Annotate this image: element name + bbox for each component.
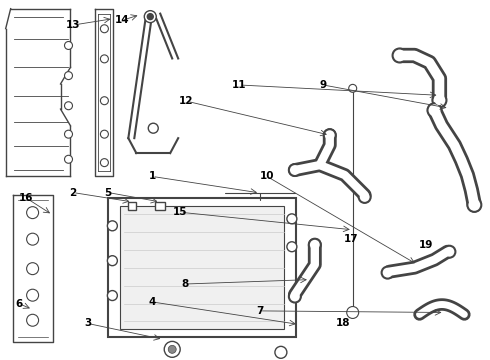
Circle shape — [26, 233, 39, 245]
Text: 16: 16 — [19, 193, 33, 203]
Circle shape — [107, 221, 118, 231]
Circle shape — [148, 123, 158, 133]
Circle shape — [26, 207, 39, 219]
Text: 5: 5 — [104, 188, 112, 198]
Circle shape — [287, 214, 297, 224]
Text: 14: 14 — [115, 15, 129, 26]
Text: 15: 15 — [173, 207, 188, 217]
Circle shape — [100, 130, 108, 138]
Bar — [121, 206, 284, 329]
Circle shape — [26, 289, 39, 301]
Circle shape — [107, 291, 118, 301]
Circle shape — [324, 129, 336, 141]
Circle shape — [65, 41, 73, 49]
Circle shape — [107, 256, 118, 266]
Bar — [108, 198, 296, 337]
Circle shape — [309, 239, 321, 251]
Bar — [397, 50, 408, 60]
Circle shape — [382, 267, 393, 279]
Text: 18: 18 — [336, 319, 350, 328]
Text: 8: 8 — [182, 279, 189, 289]
Text: 1: 1 — [148, 171, 156, 181]
Circle shape — [26, 263, 39, 275]
Text: 10: 10 — [260, 171, 274, 181]
Circle shape — [443, 246, 455, 258]
Circle shape — [347, 306, 359, 319]
Text: 4: 4 — [148, 297, 156, 307]
Circle shape — [65, 155, 73, 163]
Circle shape — [65, 102, 73, 110]
Circle shape — [433, 93, 446, 107]
Circle shape — [26, 314, 39, 326]
Circle shape — [287, 242, 297, 252]
Circle shape — [359, 191, 370, 203]
Circle shape — [65, 130, 73, 138]
Circle shape — [100, 159, 108, 167]
Text: 6: 6 — [16, 299, 23, 309]
Circle shape — [65, 72, 73, 80]
Circle shape — [427, 103, 441, 117]
Text: 9: 9 — [319, 80, 327, 90]
Text: 3: 3 — [84, 319, 91, 328]
Text: 13: 13 — [66, 20, 80, 30]
Circle shape — [147, 14, 153, 20]
Circle shape — [144, 11, 156, 23]
Circle shape — [349, 84, 357, 92]
Bar — [128, 202, 136, 210]
Circle shape — [100, 97, 108, 105]
Text: 11: 11 — [232, 80, 246, 90]
Text: 2: 2 — [70, 188, 76, 198]
Circle shape — [100, 55, 108, 63]
Circle shape — [168, 345, 176, 353]
Circle shape — [289, 164, 301, 176]
Text: 17: 17 — [344, 234, 359, 244]
Circle shape — [467, 198, 481, 212]
Bar — [155, 202, 165, 210]
Text: 19: 19 — [418, 239, 433, 249]
Circle shape — [275, 346, 287, 358]
Circle shape — [100, 25, 108, 33]
Circle shape — [392, 49, 407, 62]
Text: 12: 12 — [179, 96, 194, 106]
Text: 7: 7 — [256, 306, 263, 316]
Circle shape — [164, 341, 180, 357]
Circle shape — [289, 291, 301, 302]
